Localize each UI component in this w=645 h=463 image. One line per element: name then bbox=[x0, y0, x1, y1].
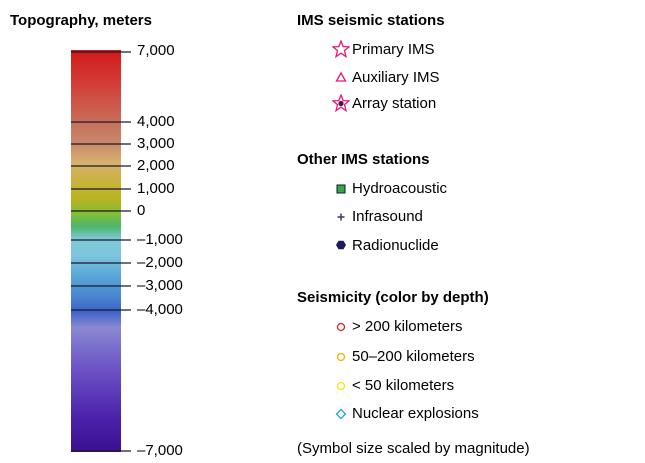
topo-label-minus-2000: –2,000 bbox=[137, 254, 183, 271]
infrasound-label: Infrasound bbox=[352, 208, 423, 225]
topo-label-4000: 4,000 bbox=[137, 113, 175, 130]
seismicity-title: Seismicity (color by depth) bbox=[297, 289, 489, 306]
circle-orange-icon bbox=[336, 352, 346, 362]
circle-red-icon bbox=[336, 322, 346, 332]
primary-ims-label: Primary IMS bbox=[352, 41, 435, 58]
radionuclide-label: Radionuclide bbox=[352, 237, 439, 254]
nuclear-explosions-label: Nuclear explosions bbox=[352, 405, 479, 422]
ims-seismic-title: IMS seismic stations bbox=[297, 12, 445, 29]
star-outline-icon bbox=[332, 40, 350, 58]
topo-label-minus-7000: –7,000 bbox=[137, 442, 183, 459]
symbol-size-note: (Symbol size scaled by magnitude) bbox=[297, 440, 530, 457]
auxiliary-ims-label: Auxiliary IMS bbox=[352, 69, 440, 86]
topo-label-3000: 3,000 bbox=[137, 135, 175, 152]
color-bar-ticks bbox=[71, 51, 131, 452]
circle-yellow-icon bbox=[336, 381, 346, 391]
hexagon-icon bbox=[336, 240, 346, 250]
topo-label-7000: 7,000 bbox=[137, 42, 175, 59]
other-ims-title: Other IMS stations bbox=[297, 151, 430, 168]
hydroacoustic-label: Hydroacoustic bbox=[352, 180, 448, 197]
depth-under-50-label: < 50 kilometers bbox=[352, 377, 455, 394]
topography-color-bar bbox=[71, 50, 131, 452]
triangle-outline-icon bbox=[335, 71, 347, 82]
topo-label-minus-4000: –4,000 bbox=[137, 301, 183, 318]
topo-label-minus-3000: –3,000 bbox=[137, 277, 183, 294]
topo-label-1000: 1,000 bbox=[137, 180, 175, 197]
depth-over-200-label: > 200 kilometers bbox=[352, 318, 463, 335]
square-icon bbox=[336, 184, 346, 194]
topo-label-0: 0 bbox=[137, 202, 146, 219]
color-bar-fill bbox=[71, 50, 121, 452]
diamond-icon bbox=[335, 408, 347, 420]
topography-title: Topography, meters bbox=[10, 12, 152, 29]
topo-label-2000: 2,000 bbox=[137, 157, 175, 174]
depth-50-200-label: 50–200 kilometers bbox=[352, 348, 475, 365]
plus-icon bbox=[337, 213, 345, 221]
topo-label-minus-1000: –1,000 bbox=[137, 231, 183, 248]
array-station-label: Array station bbox=[352, 95, 437, 112]
star-dot-icon bbox=[332, 94, 350, 112]
